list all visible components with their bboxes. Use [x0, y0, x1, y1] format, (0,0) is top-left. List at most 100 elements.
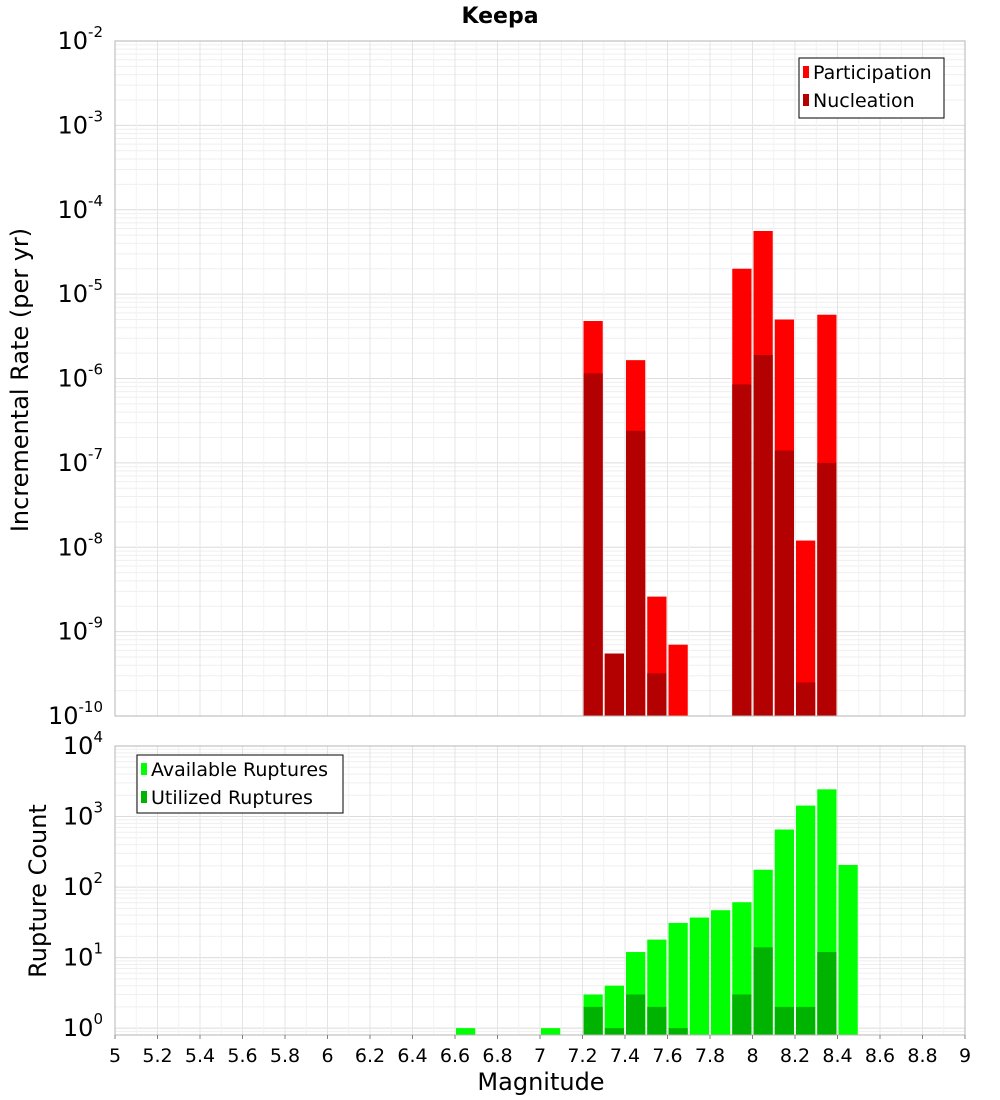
x-tick-label: 8.4 — [822, 1045, 852, 1067]
tick-exponent: -8 — [88, 529, 103, 547]
bar-nucleation — [732, 384, 752, 716]
bar-participation — [668, 644, 688, 716]
tick-exponent: -2 — [88, 23, 103, 41]
x-tick-label: 6.6 — [440, 1045, 470, 1067]
x-tick-label: 9 — [959, 1045, 971, 1067]
x-tick-label: 8.6 — [865, 1045, 895, 1067]
bar-nucleation — [626, 430, 646, 716]
x-tick-label: 5.4 — [185, 1045, 215, 1067]
legend-swatch — [803, 94, 809, 106]
legend-box — [136, 754, 344, 814]
legend-label: Utilized Ruptures — [151, 787, 313, 809]
bar-available-ruptures — [838, 864, 858, 1035]
rate-y-tick-label: 10-10 — [48, 698, 103, 730]
x-tick-label: 6.8 — [482, 1045, 512, 1067]
bar-utilized-ruptures — [583, 1006, 603, 1035]
bar-nucleation — [753, 354, 773, 716]
rate-series-nucleation — [583, 354, 837, 716]
bar-nucleation — [817, 462, 837, 716]
bar-available-ruptures — [456, 1028, 476, 1035]
tick-exponent: 3 — [93, 799, 103, 817]
bar-utilized-ruptures — [753, 947, 773, 1035]
rate-y-tick-label: 10-5 — [57, 276, 103, 308]
bar-nucleation — [583, 373, 603, 716]
tick-base: 10 — [57, 618, 88, 646]
bar-utilized-ruptures — [732, 994, 752, 1035]
rate-y-axis-label: Incremental Rate (per yr) — [6, 228, 34, 532]
tick-exponent: 4 — [93, 728, 103, 746]
bar-available-ruptures — [689, 917, 709, 1035]
x-tick-label: 5 — [109, 1045, 121, 1067]
bar-available-ruptures — [711, 910, 731, 1035]
x-tick-label: 8.8 — [907, 1045, 937, 1067]
bar-available-ruptures — [668, 922, 688, 1035]
x-tick-label: 6.4 — [397, 1045, 427, 1067]
tick-base: 10 — [63, 1014, 94, 1042]
legend-swatch — [803, 66, 809, 78]
bar-utilized-ruptures — [774, 1006, 794, 1035]
count-y-tick-label: 104 — [63, 728, 103, 760]
rate-y-tick-label: 10-4 — [57, 192, 103, 224]
tick-base: 10 — [57, 365, 88, 393]
tick-base: 10 — [57, 533, 88, 561]
tick-base: 10 — [63, 873, 94, 901]
bar-utilized-ruptures — [647, 1006, 667, 1035]
tick-base: 10 — [57, 111, 88, 139]
tick-exponent: -10 — [79, 698, 104, 716]
bar-nucleation — [647, 673, 667, 716]
rate-y-tick-label: 10-8 — [57, 529, 103, 561]
count-series-utilized-ruptures — [583, 947, 837, 1035]
bar-participation — [796, 540, 816, 716]
x-tick-label: 8.2 — [780, 1045, 810, 1067]
tick-exponent: -9 — [88, 614, 103, 632]
x-tick-label: 6 — [321, 1045, 333, 1067]
count-y-tick-label: 100 — [63, 1010, 103, 1042]
bar-available-ruptures — [774, 829, 794, 1035]
x-tick-label: 5.8 — [270, 1045, 300, 1067]
rate-panel: 10-210-310-410-510-610-710-810-910-10Par… — [48, 23, 966, 730]
x-tick-label: 5.6 — [227, 1045, 257, 1067]
tick-exponent: -7 — [88, 445, 103, 463]
count-y-tick-label: 102 — [63, 869, 103, 901]
legend-label: Available Ruptures — [151, 759, 328, 781]
chart-title: Keepa — [461, 4, 538, 29]
x-axis-label: Magnitude — [477, 1068, 604, 1096]
bar-available-ruptures — [796, 805, 816, 1035]
bar-utilized-ruptures — [604, 1028, 624, 1035]
legend-box — [798, 57, 945, 119]
x-tick-label: 7.2 — [567, 1045, 597, 1067]
bar-utilized-ruptures — [817, 952, 837, 1035]
tick-base: 10 — [57, 449, 88, 477]
tick-exponent: 1 — [93, 940, 103, 958]
tick-exponent: -5 — [88, 276, 103, 294]
tick-exponent: -6 — [88, 361, 103, 379]
x-tick-label: 8 — [746, 1045, 758, 1067]
x-tick-label: 7.4 — [610, 1045, 640, 1067]
rate-y-tick-label: 10-2 — [57, 23, 103, 55]
tick-exponent: -4 — [88, 192, 103, 210]
rate-grid — [114, 41, 966, 717]
bar-available-ruptures — [541, 1028, 561, 1035]
bar-utilized-ruptures — [796, 1006, 816, 1035]
bar-nucleation — [774, 450, 794, 716]
legend-swatch — [141, 763, 147, 775]
x-tick-label: 5.2 — [142, 1045, 172, 1067]
x-tick-label: 7.6 — [652, 1045, 682, 1067]
count-legend: Available Ruptures Utilized Ruptures — [136, 754, 344, 814]
tick-base: 10 — [63, 944, 94, 972]
tick-base: 10 — [63, 803, 94, 831]
count-y-axis-label: Rupture Count — [24, 804, 52, 978]
bar-nucleation — [604, 653, 624, 716]
tick-exponent: 2 — [93, 869, 103, 887]
legend-swatch — [141, 791, 147, 803]
tick-base: 10 — [57, 280, 88, 308]
rate-y-tick-label: 10-7 — [57, 445, 103, 477]
rate-y-tick-label: 10-9 — [57, 614, 103, 646]
rate-y-tick-label: 10-3 — [57, 107, 103, 139]
tick-exponent: 0 — [93, 1010, 103, 1028]
rate-legend: Participation Nucleation — [798, 57, 945, 119]
bar-nucleation — [796, 682, 816, 716]
bar-available-ruptures — [604, 985, 624, 1035]
